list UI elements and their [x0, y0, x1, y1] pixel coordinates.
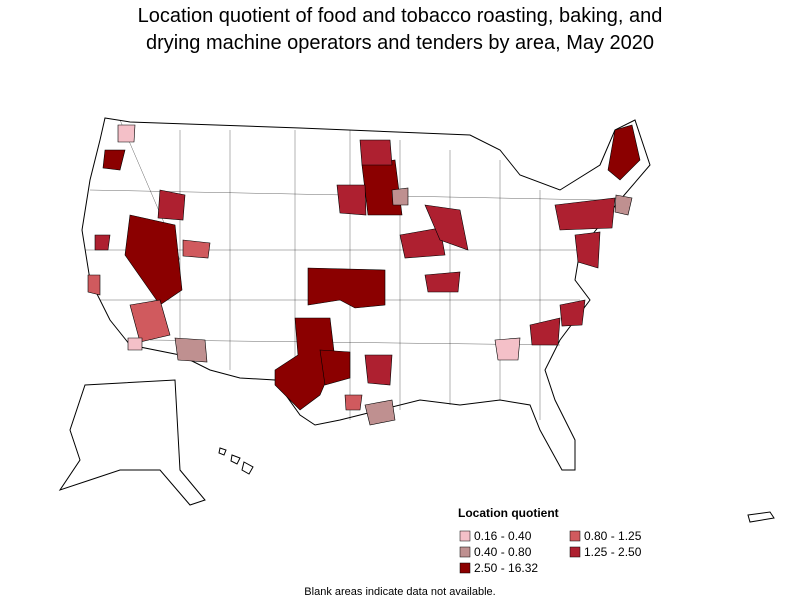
- title-line: drying machine operators and tenders by …: [146, 32, 654, 54]
- area-arkansas: [364, 354, 393, 386]
- legend-label: 1.25 - 2.50: [584, 545, 642, 559]
- area-northeast: [607, 124, 641, 181]
- area-louisiana: [344, 394, 363, 411]
- area-california: [94, 234, 111, 251]
- area-kansas-oklahoma: [307, 267, 386, 309]
- legend: Location quotient 0.16 - 0.40 0.40 - 0.80…: [458, 506, 642, 575]
- alaska: [58, 379, 206, 506]
- area-minnesota: [361, 159, 403, 216]
- area-missouri: [424, 271, 461, 293]
- legend-label: 0.40 - 0.80: [474, 545, 532, 559]
- area-carolina: [529, 317, 561, 346]
- area-new-england: [614, 194, 633, 216]
- footnote: Blank areas indicate data not available.: [304, 586, 495, 598]
- area-arizona: [129, 299, 171, 343]
- area-midwest: [399, 227, 446, 259]
- area-georgia: [494, 337, 521, 361]
- hawaii: [218, 447, 254, 475]
- legend-swatch: [569, 530, 581, 542]
- area-idaho: [157, 189, 186, 221]
- area-oregon: [102, 149, 126, 171]
- map: [58, 117, 775, 523]
- legend-swatch: [459, 562, 471, 574]
- area-border-ca: [127, 337, 143, 351]
- legend-label: 0.80 - 1.25: [584, 529, 642, 543]
- area-texas: [274, 317, 336, 411]
- area-north-dakota: [359, 139, 393, 166]
- area-texas-east: [319, 349, 351, 386]
- area-mid-atlantic: [574, 231, 601, 269]
- legend-label: 0.16 - 0.40: [474, 529, 532, 543]
- area-nevada: [124, 214, 183, 306]
- legend-swatch: [459, 546, 471, 558]
- area-houston: [364, 399, 396, 426]
- legend-label: 2.50 - 16.32: [474, 561, 538, 575]
- area-colorado: [182, 239, 211, 259]
- area-south-dakota: [336, 184, 367, 216]
- area-socal: [87, 274, 101, 296]
- area-washington: [117, 124, 136, 143]
- area-arizona-south: [174, 337, 208, 363]
- legend-swatch: [569, 546, 581, 558]
- title-line: Location quotient of food and tobacco ro…: [138, 5, 663, 27]
- area-virginia: [559, 299, 586, 327]
- area-pennsylvania: [554, 197, 616, 231]
- area-wisconsin: [391, 187, 409, 206]
- legend-swatch: [459, 530, 471, 542]
- legend-title: Location quotient: [458, 506, 559, 520]
- puerto-rico: [747, 511, 775, 523]
- area-lakes: [424, 204, 469, 251]
